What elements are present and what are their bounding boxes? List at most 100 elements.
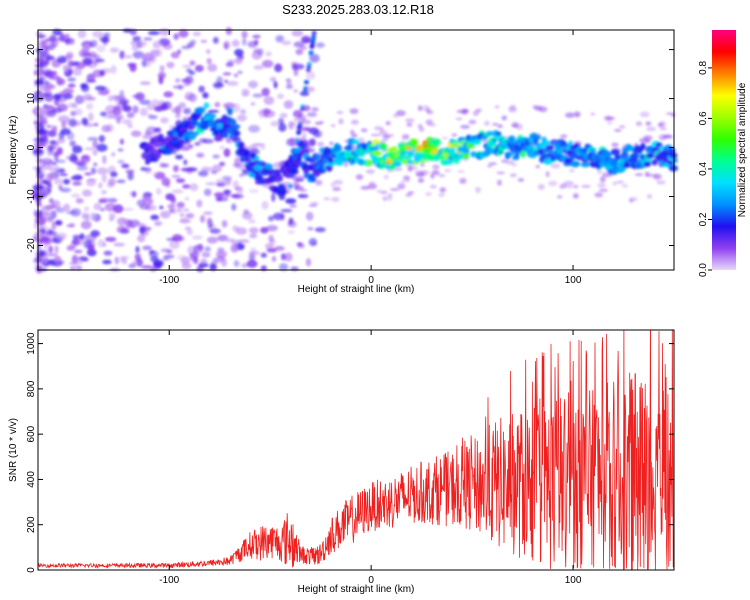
spectrogram-ridge-blob [504, 151, 515, 157]
spectrogram-noise-blob [365, 169, 376, 174]
spectrogram-noise-blob [45, 124, 53, 128]
spectrogram-noise-blob [214, 101, 221, 108]
spectrogram-noise-blob [79, 233, 85, 240]
spectrogram-noise-blob [230, 244, 239, 253]
spectrogram-ridge-blob [278, 183, 285, 191]
spectrogram-noise-blob [194, 141, 201, 146]
spectrogram-noise-blob [44, 93, 54, 102]
spectrogram-noise-blob [67, 102, 76, 108]
spectrogram-noise-blob [246, 259, 258, 268]
spectrogram-noise-blob [444, 168, 452, 173]
spectrogram-ridge-blob [529, 154, 537, 159]
spectrogram-ridge-blob [352, 139, 360, 145]
spectrogram-ridge-blob [309, 44, 315, 49]
spectrogram-noise-blob [123, 105, 132, 112]
spectrogram-noise-blob [191, 235, 203, 240]
spectrogram-noise-blob [140, 228, 149, 237]
spectrogram-noise-blob [93, 203, 102, 211]
spectrogram-noise-blob [407, 165, 413, 172]
spectrogram-noise-blob [140, 167, 152, 171]
spectrogram-noise-blob [236, 114, 247, 122]
spectrogram-noise-blob [658, 121, 667, 127]
spectrogram-ridge-blob [249, 152, 257, 159]
spectrogram-noise-blob [77, 29, 87, 39]
spectrogram-noise-blob [285, 198, 297, 204]
spectrogram-noise-blob [301, 193, 309, 199]
spectrogram-noise-blob [438, 174, 446, 178]
spectrogram-noise-blob [237, 70, 243, 75]
spectrogram-noise-blob [74, 108, 83, 116]
spectrogram-noise-blob [581, 185, 591, 188]
spectrogram-noise-blob [101, 125, 111, 133]
spectrogram-noise-blob [70, 110, 77, 117]
spectrogram-ridge-blob [290, 167, 296, 172]
spectrogram-noise-blob [81, 84, 90, 93]
spectrogram-noise-blob [108, 212, 116, 220]
spectrogram-noise-blob [205, 182, 217, 186]
spectrogram-noise-blob [40, 39, 48, 48]
spectrogram-noise-blob [37, 50, 46, 59]
spectrogram-noise-blob [283, 100, 294, 109]
spectrogram-noise-blob [509, 173, 517, 178]
spectrogram-noise-blob [132, 35, 142, 42]
spectrogram-noise-blob [417, 105, 423, 112]
spectrogram-noise-blob [73, 249, 83, 254]
spectrogram-noise-blob [119, 50, 125, 60]
spectrogram-noise-blob [550, 163, 561, 169]
spectrogram-noise-blob [646, 194, 653, 199]
spectrogram-noise-blob [253, 48, 262, 55]
spectrogram-noise-blob [233, 73, 239, 78]
chart-title: S233.2025.283.03.12.R18 [282, 2, 434, 17]
spectrogram-ridge-blob [451, 142, 459, 148]
spectrogram-noise-blob [51, 107, 63, 114]
spectrogram-noise-blob [171, 174, 181, 178]
spectrogram-noise-blob [273, 81, 278, 89]
spectrogram-noise-blob [49, 34, 57, 43]
spectrogram-ridge-blob [658, 146, 666, 151]
spectrogram-noise-blob [56, 78, 66, 86]
spectrogram-noise-blob [47, 173, 54, 182]
spectrogram-noise-blob [221, 258, 227, 268]
spectrogram-noise-blob [96, 44, 106, 53]
spectrogram-noise-blob [265, 51, 272, 57]
spectrogram-noise-blob [52, 161, 58, 165]
spectrogram-noise-blob [338, 118, 344, 125]
spectrogram-ridge-blob [177, 139, 185, 145]
spectrogram-noise-blob [606, 121, 613, 125]
spectrogram-ridge-blob [590, 148, 596, 154]
spectrogram-noise-blob [231, 39, 240, 47]
spectrogram-noise-blob [83, 45, 90, 49]
spectrogram-noise-blob [270, 76, 277, 83]
spectrogram-y-tick-label: 0 [26, 144, 37, 150]
spectrogram-ridge-blob [292, 156, 298, 161]
spectrogram-noise-blob [80, 154, 91, 164]
spectrogram-noise-blob [172, 85, 185, 89]
spectrogram-noise-blob [118, 98, 130, 106]
spectrogram-noise-blob [161, 177, 171, 187]
spectrogram-ridge-blob [520, 150, 526, 158]
spectrogram-ridge-blob [291, 162, 297, 167]
spectrogram-noise-blob [178, 29, 189, 38]
spectrogram-noise-blob [54, 220, 63, 225]
spectrogram-noise-blob [139, 107, 148, 117]
spectrogram-noise-blob [82, 57, 93, 66]
spectrogram-noise-blob [152, 41, 162, 49]
spectrogram-noise-blob [132, 94, 142, 99]
spectrogram-noise-blob [45, 104, 54, 110]
spectrogram-noise-blob [81, 117, 89, 126]
colorbar-ticks: 0.0 0.2 0.4 0.6 0.8 [698, 61, 712, 277]
spectrogram-ridge-blob [226, 118, 237, 126]
snr-series-line [38, 330, 674, 570]
spectrogram-noise-blob [305, 258, 312, 267]
spectrogram-noise-blob [225, 62, 234, 67]
spectrogram-noise-blob [294, 185, 304, 191]
spectrogram-noise-blob [439, 187, 447, 193]
spectrogram-noise-blob [112, 204, 124, 214]
spectrogram-x-label: Height of straight line (km) [298, 284, 415, 295]
spectrogram-noise-blob [135, 40, 148, 48]
spectrogram-noise-blob [129, 63, 137, 73]
colorbar-tick-label: 0.2 [698, 212, 709, 226]
spectrogram-ridge-blob [485, 130, 495, 136]
spectrogram-noise-blob [183, 140, 191, 150]
spectrogram-noise-blob [332, 186, 341, 192]
